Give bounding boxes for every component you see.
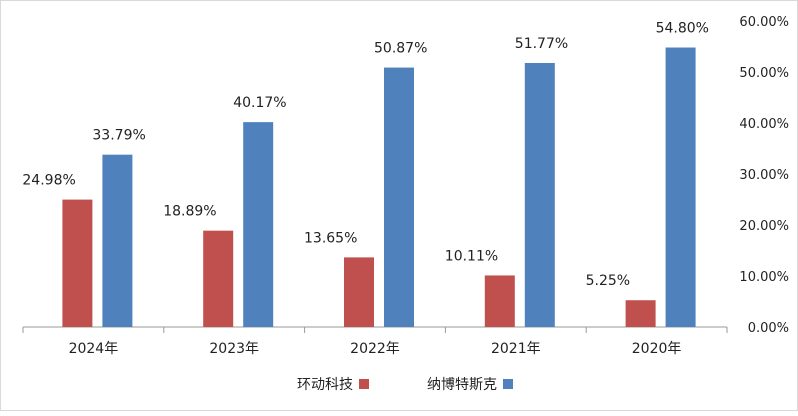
bar: [203, 230, 234, 327]
bar: [102, 154, 133, 327]
x-tick-label: 2024年: [69, 341, 119, 357]
axis-layer: 0.00% 10.00% 20.00% 30.00% 40.00% 50.00% 60.00…: [22, 15, 789, 357]
y-tick-label: 40.00%: [739, 117, 789, 132]
data-label: 50.87%: [374, 41, 427, 57]
y-tick-label: 50.00%: [739, 66, 789, 81]
x-tick-label: 2022年: [350, 341, 400, 357]
legend-swatch: [503, 379, 513, 389]
legend-label: 环动科技: [297, 377, 353, 393]
y-tick-label: 60.00%: [739, 15, 789, 30]
labels-layer: 24.98% 18.89% 13.65% 10.11% 5.25% 33.79% 40.17…: [22, 21, 709, 290]
x-tick-label: 2023年: [209, 341, 259, 357]
y-tick-label: 10.00%: [739, 270, 789, 285]
data-label: 18.89%: [163, 204, 216, 220]
y-tick-label: 30.00%: [739, 168, 789, 183]
x-tick-label: 2021年: [491, 341, 541, 357]
bar: [484, 275, 515, 327]
data-label: 13.65%: [304, 230, 357, 246]
bar: [625, 300, 656, 327]
bar: [524, 62, 555, 328]
legend-label: 纳博特斯克: [427, 376, 497, 393]
bar: [62, 199, 93, 327]
data-label: 51.77%: [515, 36, 568, 52]
data-label: 33.79%: [92, 128, 145, 144]
bar: [384, 67, 414, 328]
data-label: 24.98%: [22, 173, 75, 189]
y-tick-label: 20.00%: [739, 219, 789, 234]
bars-layer: [62, 47, 696, 328]
bar: [243, 122, 274, 328]
data-label: 10.11%: [445, 248, 498, 264]
data-label: 54.80%: [656, 21, 709, 37]
y-tick-label: 0.00%: [748, 321, 789, 336]
legend: 环动科技 纳博特斯克: [297, 376, 513, 393]
legend-swatch: [359, 379, 369, 389]
bar: [344, 257, 374, 327]
x-tick-label: 2020年: [632, 341, 682, 357]
bar: [665, 47, 696, 328]
data-label: 40.17%: [233, 95, 286, 111]
data-label: 5.25%: [586, 273, 630, 289]
